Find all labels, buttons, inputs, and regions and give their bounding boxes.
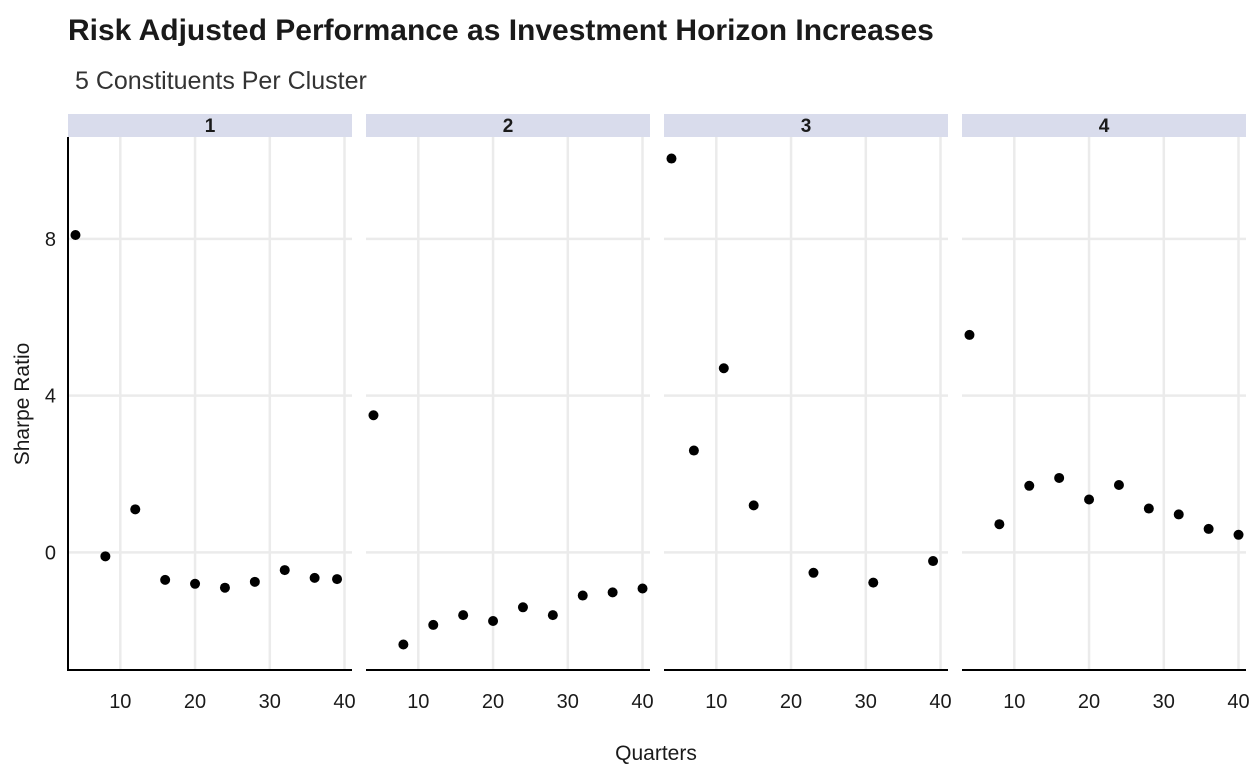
data-point bbox=[718, 363, 729, 374]
facet-panel-1: 1 10 20 30 40 bbox=[68, 114, 356, 713]
data-point bbox=[1024, 480, 1035, 491]
facet-strip-label: 3 bbox=[801, 116, 812, 137]
y-axis-ticks: 0 4 8 bbox=[45, 137, 69, 671]
data-point bbox=[100, 551, 111, 562]
data-point bbox=[688, 445, 699, 456]
x-axis-title: Quarters bbox=[615, 742, 697, 765]
data-point bbox=[332, 574, 343, 585]
data-point bbox=[1173, 509, 1184, 520]
x-tick-label: 30 bbox=[1153, 691, 1175, 713]
data-point bbox=[517, 602, 528, 613]
x-tick-label: 20 bbox=[482, 691, 504, 713]
data-point bbox=[964, 329, 975, 340]
data-point bbox=[219, 582, 230, 593]
data-point bbox=[458, 610, 469, 621]
data-point bbox=[748, 500, 759, 511]
facet-strip bbox=[962, 114, 1246, 137]
y-tick-label: 0 bbox=[45, 542, 56, 564]
data-point bbox=[428, 619, 439, 630]
y-axis-title: Sharpe Ratio bbox=[11, 343, 34, 466]
facet-panel-3: 3 10 20 30 40 bbox=[664, 114, 952, 713]
data-point bbox=[249, 576, 260, 587]
x-tick-label: 30 bbox=[855, 691, 877, 713]
data-point bbox=[1054, 472, 1065, 483]
data-point bbox=[1233, 529, 1244, 540]
x-tick-label: 40 bbox=[929, 691, 951, 713]
data-point bbox=[130, 504, 141, 515]
x-tick-label: 40 bbox=[333, 691, 355, 713]
data-point bbox=[1084, 494, 1095, 505]
data-point bbox=[368, 410, 379, 421]
x-tick-label: 30 bbox=[557, 691, 579, 713]
data-point bbox=[637, 583, 648, 594]
facet-strip-label: 4 bbox=[1099, 116, 1110, 137]
facet-strip bbox=[664, 114, 948, 137]
x-tick-label: 10 bbox=[407, 691, 429, 713]
data-point bbox=[577, 590, 588, 601]
x-tick-label: 20 bbox=[1078, 691, 1100, 713]
data-point bbox=[994, 519, 1005, 530]
data-point bbox=[808, 567, 819, 578]
facet-strip-label: 2 bbox=[503, 116, 514, 137]
data-point bbox=[279, 565, 290, 576]
data-point bbox=[547, 610, 558, 621]
data-point bbox=[488, 616, 499, 627]
data-point bbox=[160, 574, 171, 585]
y-tick-label: 8 bbox=[45, 229, 56, 251]
x-tick-label: 10 bbox=[705, 691, 727, 713]
facet-panel-4: 4 10 20 30 40 bbox=[962, 114, 1250, 713]
data-point bbox=[190, 578, 201, 589]
x-tick-label: 20 bbox=[184, 691, 206, 713]
x-tick-label: 40 bbox=[1227, 691, 1249, 713]
chart-title: Risk Adjusted Performance as Investment … bbox=[68, 14, 934, 47]
data-point bbox=[70, 229, 81, 240]
facet-strip bbox=[68, 114, 352, 137]
x-tick-label: 40 bbox=[631, 691, 653, 713]
y-tick-label: 4 bbox=[45, 386, 56, 408]
data-point bbox=[1203, 523, 1214, 534]
data-point bbox=[398, 639, 409, 650]
x-tick-label: 30 bbox=[259, 691, 281, 713]
data-point bbox=[1143, 503, 1154, 514]
data-point bbox=[666, 153, 677, 164]
data-point bbox=[309, 572, 320, 583]
facet-strip bbox=[366, 114, 650, 137]
data-point bbox=[607, 587, 618, 598]
facet-panels: 1 10 20 30 40 2 10 20 30 40 3 10 20 30 40 4 10 20 30 40 bbox=[68, 114, 1250, 713]
x-tick-label: 10 bbox=[1003, 691, 1025, 713]
data-point bbox=[928, 556, 939, 567]
facet-panel-2: 2 10 20 30 40 bbox=[366, 114, 654, 713]
data-point bbox=[868, 577, 879, 588]
x-tick-label: 20 bbox=[780, 691, 802, 713]
x-tick-label: 10 bbox=[109, 691, 131, 713]
chart-subtitle: 5 Constituents Per Cluster bbox=[75, 67, 367, 95]
facet-strip-label: 1 bbox=[205, 116, 216, 137]
data-point bbox=[1113, 480, 1124, 491]
